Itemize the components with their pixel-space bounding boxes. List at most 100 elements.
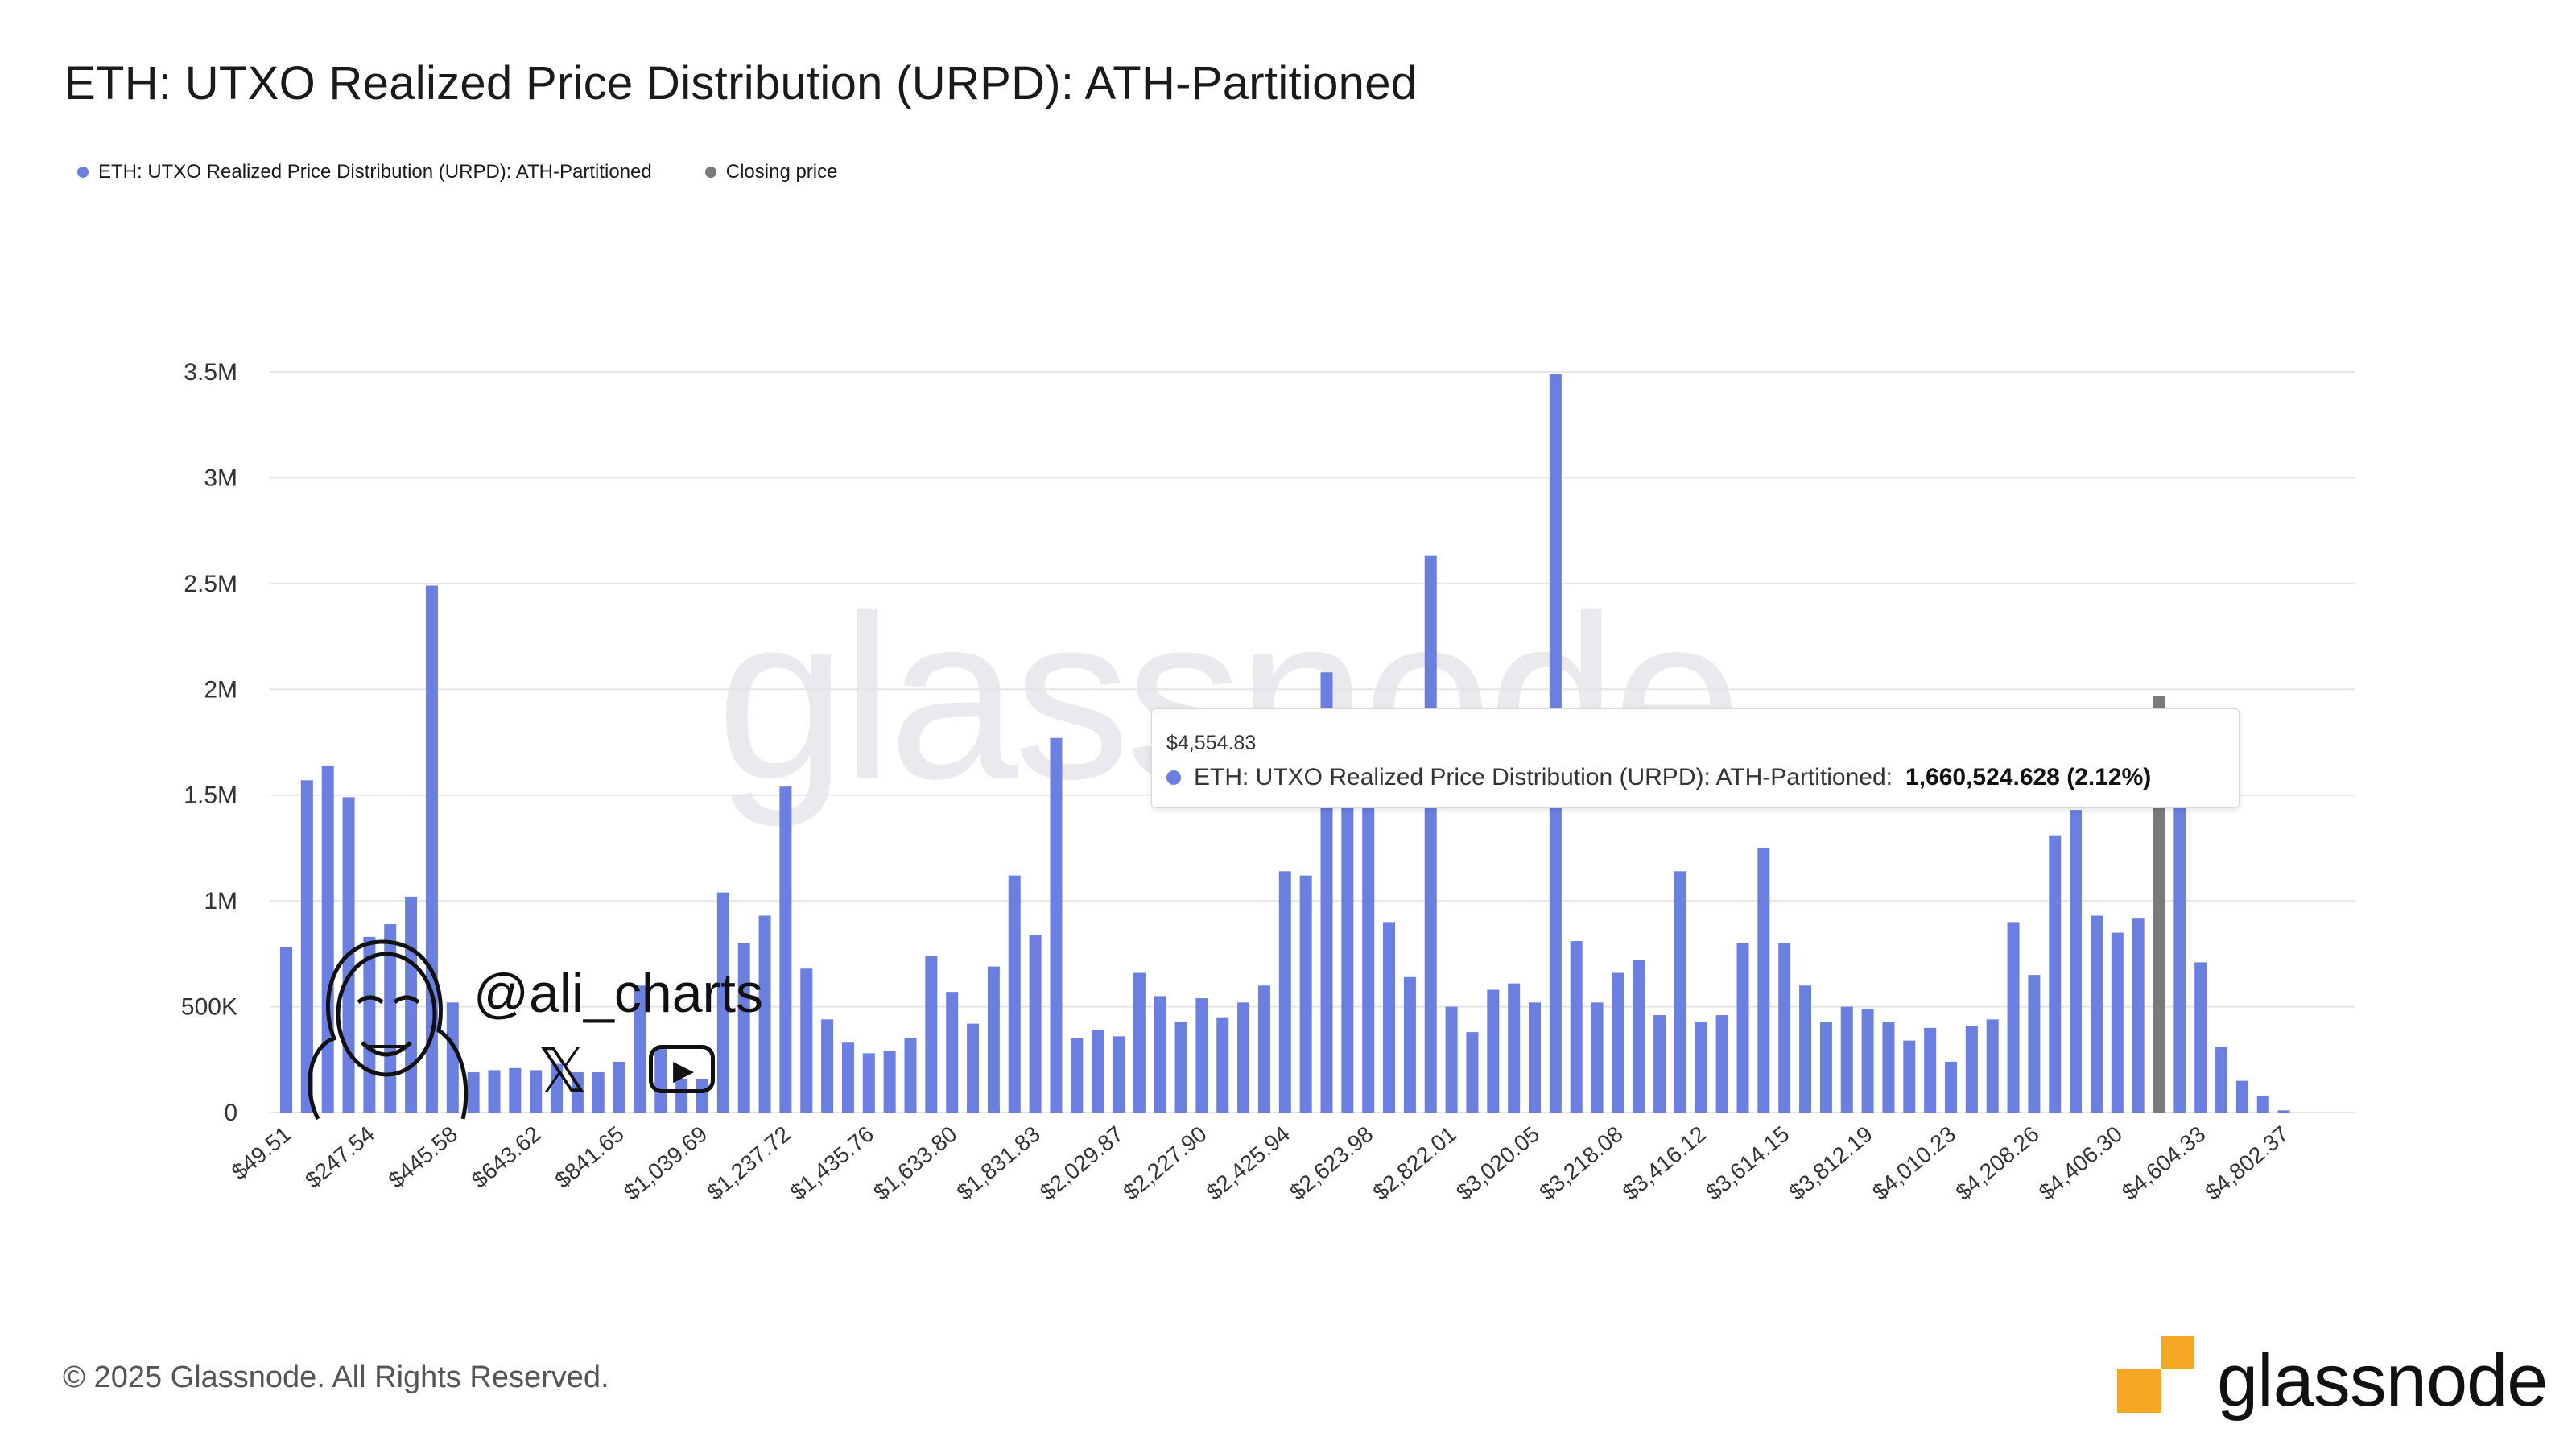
author-handle: @ali_charts — [473, 963, 764, 1024]
bar — [1174, 1021, 1187, 1113]
bar — [779, 786, 792, 1113]
bar — [1674, 871, 1686, 1113]
bar — [2132, 918, 2145, 1113]
tooltip-date: $4,554.83 — [1166, 732, 1257, 754]
bar — [1008, 875, 1021, 1113]
bar — [675, 1078, 688, 1113]
bar — [2070, 810, 2083, 1113]
bar — [1466, 1032, 1479, 1113]
bar — [1840, 1006, 1853, 1113]
legend: ETH: UTXO Realized Price Distribution (U… — [77, 161, 837, 184]
bar — [300, 780, 313, 1113]
x-tick-label: $3,020.05 — [1451, 1121, 1544, 1205]
bar — [1924, 1027, 1937, 1113]
x-tick-label: $841.65 — [550, 1121, 628, 1193]
bar — [1715, 1015, 1728, 1113]
bar — [634, 985, 646, 1113]
bar — [1299, 875, 1312, 1113]
tooltip-series-label: ETH: UTXO Realized Price Distribution (U… — [1194, 764, 1893, 791]
bar — [1633, 960, 1645, 1113]
bar — [1903, 1040, 1916, 1113]
x-tick-label: $2,227.90 — [1118, 1121, 1211, 1205]
bar — [1819, 1021, 1832, 1113]
bar — [1508, 983, 1521, 1113]
chart-title: ETH: UTXO Realized Price Distribution (U… — [64, 57, 1418, 109]
bar — [467, 1072, 480, 1113]
bar — [904, 1038, 917, 1113]
bar — [1257, 985, 1270, 1113]
y-tick-label: 2.5M — [184, 571, 237, 597]
bar — [1362, 724, 1375, 1113]
x-tick-label: $1,633.80 — [869, 1121, 961, 1205]
glassnode-logo-word: glassnode — [2217, 1339, 2548, 1422]
x-tick-label: $3,812.19 — [1785, 1121, 1877, 1205]
bar — [1986, 1019, 1999, 1113]
bar — [2235, 1080, 2248, 1113]
bar — [1403, 976, 1416, 1113]
bar — [1278, 871, 1291, 1113]
bar — [1195, 998, 1208, 1113]
bar — [2007, 922, 2020, 1113]
glassnode-logo-icon — [2117, 1336, 2194, 1413]
tooltip-value: 1,660,524.628 (2.12%) — [1905, 764, 2152, 791]
tooltip: $4,554.83 ETH: UTXO Realized Price Distr… — [1151, 708, 2240, 808]
author-avatar — [286, 926, 495, 1139]
bar — [571, 1072, 584, 1113]
bar — [1882, 1021, 1895, 1113]
bar — [737, 943, 750, 1113]
bar — [551, 1063, 564, 1113]
bar — [1487, 989, 1500, 1113]
bar — [1424, 555, 1437, 1113]
bar — [384, 924, 397, 1113]
bar — [1861, 1009, 1874, 1113]
bar — [613, 1061, 625, 1113]
x-tick-label: $1,039.69 — [619, 1121, 712, 1205]
x-tick-label: $3,614.15 — [1701, 1121, 1794, 1205]
bar — [2049, 835, 2062, 1113]
bar — [446, 1002, 459, 1113]
bar — [841, 1042, 854, 1113]
bar — [1736, 943, 1749, 1113]
bar — [1570, 941, 1583, 1113]
x-tick-label: $2,623.98 — [1285, 1121, 1377, 1205]
x-tick-label: $2,029.87 — [1035, 1121, 1128, 1205]
bar — [1154, 996, 1166, 1113]
y-tick-label: 3M — [204, 464, 237, 491]
bar — [1799, 985, 1812, 1113]
x-tick-label: $2,822.01 — [1368, 1121, 1461, 1205]
bar — [1133, 972, 1146, 1113]
bar — [758, 915, 771, 1113]
youtube-play-icon[interactable]: ▶ — [649, 1045, 715, 1093]
bar — [2277, 1110, 2290, 1113]
x-tick-label: $4,208.26 — [1951, 1121, 2043, 1205]
legend-item-urpd[interactable]: ETH: UTXO Realized Price Distribution (U… — [77, 161, 652, 184]
bar — [509, 1067, 522, 1113]
bar — [1445, 1006, 1458, 1113]
bar — [2174, 761, 2186, 1113]
bar — [800, 968, 813, 1113]
bar — [1092, 1030, 1104, 1113]
y-tick-label: 1.5M — [184, 782, 237, 809]
bar — [1050, 737, 1063, 1113]
bar — [1529, 1002, 1541, 1113]
x-tick-label: $3,218.08 — [1534, 1121, 1627, 1205]
bar — [1113, 1036, 1125, 1113]
bar — [862, 1053, 875, 1113]
legend-item-closing-price[interactable]: Closing price — [704, 161, 837, 184]
x-tick-label: $4,406.30 — [2034, 1121, 2127, 1205]
bar — [1237, 1002, 1250, 1113]
bar — [488, 1070, 501, 1113]
y-tick-label: 2M — [204, 676, 237, 703]
glassnode-logo: glassnode — [2117, 1336, 2548, 1425]
bar — [967, 1023, 980, 1113]
legend-dot-urpd — [77, 167, 89, 178]
bar — [987, 966, 1000, 1113]
x-tick-label: $4,010.23 — [1868, 1121, 1960, 1205]
bar — [1965, 1026, 1978, 1113]
bar — [2256, 1095, 2269, 1113]
bar — [1341, 803, 1354, 1113]
tooltip-row: ETH: UTXO Realized Price Distribution (U… — [1166, 764, 2151, 791]
x-icon[interactable]: 𝕏 — [538, 1037, 588, 1105]
x-tick-label: $1,435.76 — [786, 1121, 878, 1205]
bar — [530, 1070, 543, 1113]
